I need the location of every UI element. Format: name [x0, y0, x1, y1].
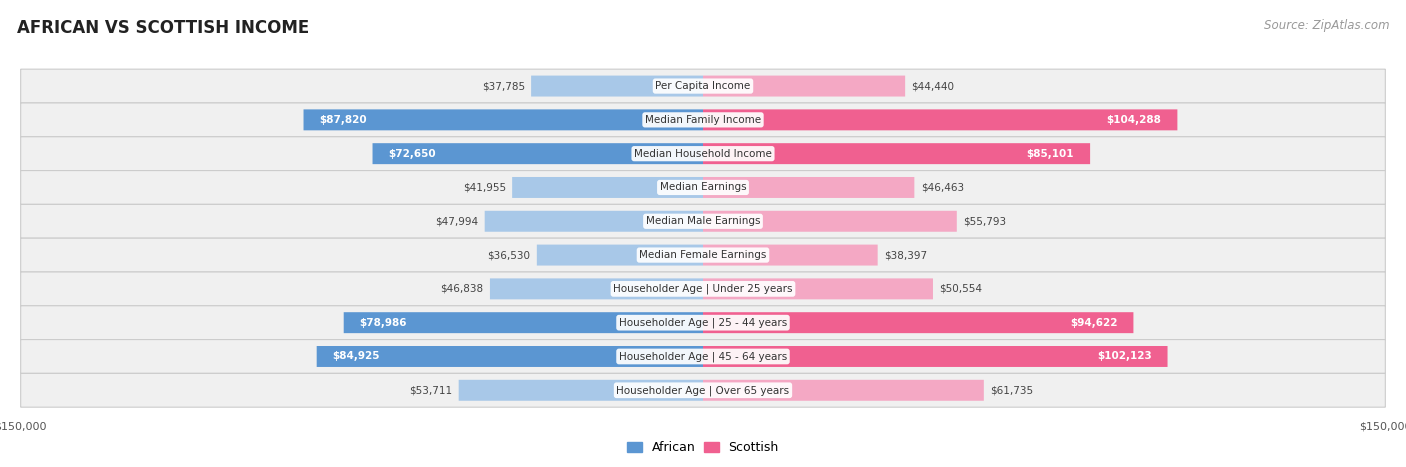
Text: Per Capita Income: Per Capita Income — [655, 81, 751, 91]
FancyBboxPatch shape — [703, 245, 877, 266]
Text: $46,838: $46,838 — [440, 284, 484, 294]
Text: $36,530: $36,530 — [488, 250, 530, 260]
FancyBboxPatch shape — [21, 170, 1385, 205]
Text: $78,986: $78,986 — [360, 318, 408, 328]
FancyBboxPatch shape — [703, 211, 957, 232]
Text: $47,994: $47,994 — [436, 216, 478, 226]
Text: Householder Age | Over 65 years: Householder Age | Over 65 years — [616, 385, 790, 396]
Text: Source: ZipAtlas.com: Source: ZipAtlas.com — [1264, 19, 1389, 32]
Text: $53,711: $53,711 — [409, 385, 453, 395]
FancyBboxPatch shape — [703, 346, 1167, 367]
FancyBboxPatch shape — [21, 340, 1385, 374]
Text: AFRICAN VS SCOTTISH INCOME: AFRICAN VS SCOTTISH INCOME — [17, 19, 309, 37]
Text: $44,440: $44,440 — [911, 81, 955, 91]
FancyBboxPatch shape — [373, 143, 703, 164]
Text: Median Earnings: Median Earnings — [659, 183, 747, 192]
FancyBboxPatch shape — [21, 238, 1385, 272]
FancyBboxPatch shape — [489, 278, 703, 299]
FancyBboxPatch shape — [512, 177, 703, 198]
Text: $46,463: $46,463 — [921, 183, 965, 192]
FancyBboxPatch shape — [703, 380, 984, 401]
Text: Householder Age | 45 - 64 years: Householder Age | 45 - 64 years — [619, 351, 787, 362]
FancyBboxPatch shape — [21, 374, 1385, 407]
Text: $61,735: $61,735 — [990, 385, 1033, 395]
Text: $72,650: $72,650 — [388, 149, 436, 159]
Text: Householder Age | 25 - 44 years: Householder Age | 25 - 44 years — [619, 318, 787, 328]
Text: $85,101: $85,101 — [1026, 149, 1074, 159]
FancyBboxPatch shape — [703, 143, 1090, 164]
FancyBboxPatch shape — [21, 272, 1385, 306]
Text: Median Female Earnings: Median Female Earnings — [640, 250, 766, 260]
Text: Median Family Income: Median Family Income — [645, 115, 761, 125]
Text: $94,622: $94,622 — [1070, 318, 1118, 328]
FancyBboxPatch shape — [21, 205, 1385, 238]
FancyBboxPatch shape — [316, 346, 703, 367]
FancyBboxPatch shape — [703, 109, 1177, 130]
FancyBboxPatch shape — [21, 103, 1385, 137]
FancyBboxPatch shape — [343, 312, 703, 333]
FancyBboxPatch shape — [531, 76, 703, 97]
FancyBboxPatch shape — [537, 245, 703, 266]
Legend: African, Scottish: African, Scottish — [623, 436, 783, 459]
Text: $87,820: $87,820 — [319, 115, 367, 125]
Text: $104,288: $104,288 — [1107, 115, 1161, 125]
FancyBboxPatch shape — [21, 137, 1385, 170]
Text: $38,397: $38,397 — [884, 250, 927, 260]
Text: Median Household Income: Median Household Income — [634, 149, 772, 159]
FancyBboxPatch shape — [703, 278, 934, 299]
Text: $84,925: $84,925 — [333, 352, 380, 361]
Text: $55,793: $55,793 — [963, 216, 1007, 226]
FancyBboxPatch shape — [458, 380, 703, 401]
FancyBboxPatch shape — [703, 312, 1133, 333]
Text: $50,554: $50,554 — [939, 284, 983, 294]
Text: $102,123: $102,123 — [1097, 352, 1152, 361]
FancyBboxPatch shape — [21, 306, 1385, 340]
FancyBboxPatch shape — [304, 109, 703, 130]
Text: $37,785: $37,785 — [482, 81, 524, 91]
Text: Householder Age | Under 25 years: Householder Age | Under 25 years — [613, 283, 793, 294]
FancyBboxPatch shape — [485, 211, 703, 232]
Text: Median Male Earnings: Median Male Earnings — [645, 216, 761, 226]
FancyBboxPatch shape — [703, 177, 914, 198]
Text: $41,955: $41,955 — [463, 183, 506, 192]
FancyBboxPatch shape — [21, 69, 1385, 103]
FancyBboxPatch shape — [703, 76, 905, 97]
